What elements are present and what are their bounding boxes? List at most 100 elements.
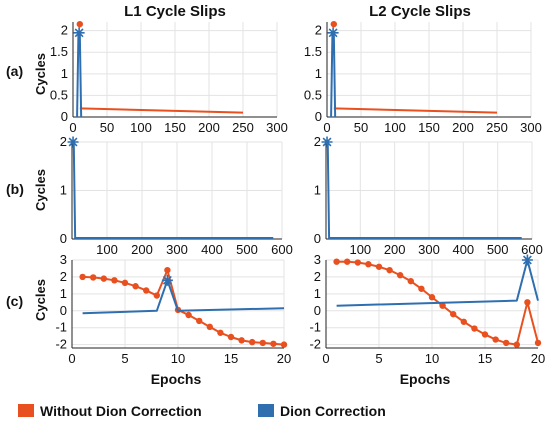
data-point-without — [196, 317, 203, 325]
x-tick-label: 250 — [232, 120, 254, 135]
star-marker-with — [73, 27, 85, 39]
x-tick-label: 400 — [201, 242, 223, 257]
y-tick-label: 0 — [60, 231, 67, 246]
x-tick-label: 20 — [277, 351, 291, 366]
y-tick-label: 0.5 — [304, 87, 322, 102]
y-tick-label: 2 — [61, 23, 68, 38]
series-line-with — [76, 31, 83, 118]
x-tick-label: 5 — [375, 351, 382, 366]
x-tick-label: 10 — [425, 351, 439, 366]
x-tick-label: 100 — [130, 120, 152, 135]
legend-swatch-with — [258, 404, 274, 417]
y-tick-label: -1 — [55, 320, 67, 335]
x-tick-label: 5 — [121, 351, 128, 366]
data-point-without — [238, 337, 245, 344]
y-tick-label: 2 — [60, 134, 67, 149]
ylabel-b: Cycles — [33, 169, 48, 211]
data-point-without — [111, 277, 118, 284]
x-tick-label: 0 — [323, 120, 330, 135]
data-point-without — [439, 302, 446, 309]
series-line-without — [333, 107, 498, 114]
data-point-without — [354, 259, 361, 266]
data-point-without — [397, 272, 404, 279]
x-tick-label: 0 — [68, 351, 75, 366]
data-point-without — [503, 339, 510, 347]
data-point-without — [450, 310, 457, 318]
y-tick-label: 1 — [314, 286, 321, 301]
x-tick-label: 0 — [69, 120, 76, 135]
y-tick-label: 1 — [61, 66, 68, 81]
x-tick-label: 100 — [384, 120, 406, 135]
data-point-without — [460, 318, 467, 325]
legend-label-without: Without Dion Correction — [40, 403, 202, 419]
x-tick-label: 300 — [266, 120, 288, 135]
x-tick-label: 600 — [271, 242, 293, 257]
data-point-without — [344, 258, 351, 265]
y-tick-label: 1 — [60, 286, 67, 301]
y-tick-label: 0 — [61, 109, 68, 124]
data-point-without — [333, 258, 340, 265]
data-point-without — [185, 311, 192, 319]
data-point-without — [259, 339, 266, 347]
legend-label-with: Dion Correction — [280, 403, 386, 419]
panel-b-L2: 100 200 300 400 500 600 0 1 2 — [314, 134, 543, 257]
data-point-without — [249, 338, 256, 346]
y-tick-label: 1 — [60, 183, 67, 198]
data-point-without — [100, 275, 108, 282]
ylabel-a: Cycles — [33, 53, 48, 95]
data-point-without — [76, 20, 84, 28]
x-tick-label: 200 — [384, 242, 406, 257]
data-point-without — [428, 294, 436, 301]
legend: Without Dion Correction Dion Correction — [18, 403, 386, 419]
star-marker-with — [327, 27, 339, 39]
x-tick-label: 50 — [100, 120, 114, 135]
y-tick-label: 0 — [315, 109, 322, 124]
data-point-without — [217, 329, 224, 336]
y-tick-label: 1.5 — [304, 44, 322, 59]
x-tick-label: 100 — [96, 242, 118, 257]
data-point-without — [143, 287, 150, 294]
title-right: L2 Cycle Slips — [369, 3, 471, 20]
x-tick-label: 200 — [131, 242, 153, 257]
star-marker-with — [321, 136, 333, 148]
legend-swatch-without — [18, 404, 34, 417]
y-tick-label: -2 — [55, 337, 67, 352]
data-point-without — [132, 283, 139, 290]
panel-a-L1: 0 50 100 150 200 250 300 0 0.5 1 1.5 2 — [50, 20, 288, 135]
data-point-without — [330, 20, 337, 28]
data-point-without — [227, 333, 235, 341]
x-tick-label: 150 — [164, 120, 186, 135]
y-tick-label: 2 — [60, 269, 67, 284]
y-tick-label: 2 — [315, 23, 322, 38]
y-tick-label: 1 — [315, 66, 322, 81]
x-tick-label: 300 — [418, 242, 440, 257]
series-line-without — [79, 107, 244, 114]
star-marker-with — [67, 136, 79, 148]
data-point-without — [407, 277, 414, 285]
panel-c-L2: 0 5 10 15 20 -2 -1 0 1 2 3 — [309, 252, 545, 366]
data-point-without — [492, 336, 499, 343]
y-tick-label: 2 — [314, 269, 321, 284]
star-marker-with — [161, 274, 173, 286]
data-point-without — [534, 339, 542, 347]
row-label-a: (a) — [6, 63, 23, 79]
y-tick-label: 3 — [60, 252, 67, 267]
panel-c-L1: 0 5 10 15 20 -2 -1 0 1 2 3 — [55, 252, 291, 366]
xlabel-right: Epochs — [400, 371, 451, 387]
y-tick-label: 1.5 — [50, 44, 68, 59]
xlabel-left: Epochs — [151, 371, 202, 387]
y-tick-label: -1 — [309, 320, 321, 335]
x-tick-label: 15 — [478, 351, 492, 366]
title-left: L1 Cycle Slips — [124, 3, 226, 20]
panel-a-L2: 0 50 100 150 200 250 300 0 0.5 1 1.5 2 — [304, 20, 542, 135]
data-point-without — [270, 340, 277, 347]
data-point-without — [375, 263, 383, 270]
data-point-without — [280, 341, 288, 348]
row-label-c: (c) — [6, 293, 23, 309]
data-point-without — [471, 325, 478, 332]
series-line-with — [336, 259, 539, 307]
star-marker-with — [521, 254, 533, 266]
ylabel-c: Cycles — [33, 279, 48, 321]
